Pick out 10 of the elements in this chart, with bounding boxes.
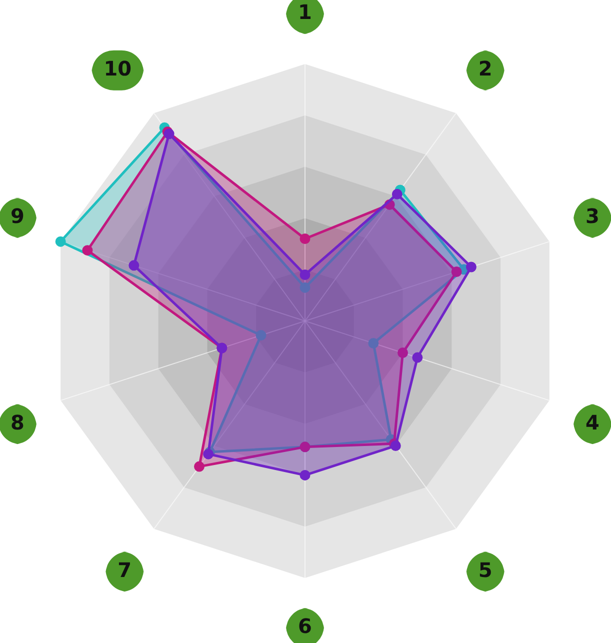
spoke-label: 10: [104, 56, 132, 81]
spoke-label: 7: [118, 558, 132, 582]
spoke-label: 5: [478, 558, 492, 582]
spoke-label: 8: [10, 410, 24, 434]
spoke-label: 3: [586, 204, 600, 228]
spoke-label: 2: [478, 56, 492, 81]
spoke-label: 9: [10, 204, 24, 228]
spoke-label: 1: [298, 0, 312, 24]
spoke-label: 6: [298, 614, 312, 638]
spoke-label: 4: [586, 410, 600, 434]
